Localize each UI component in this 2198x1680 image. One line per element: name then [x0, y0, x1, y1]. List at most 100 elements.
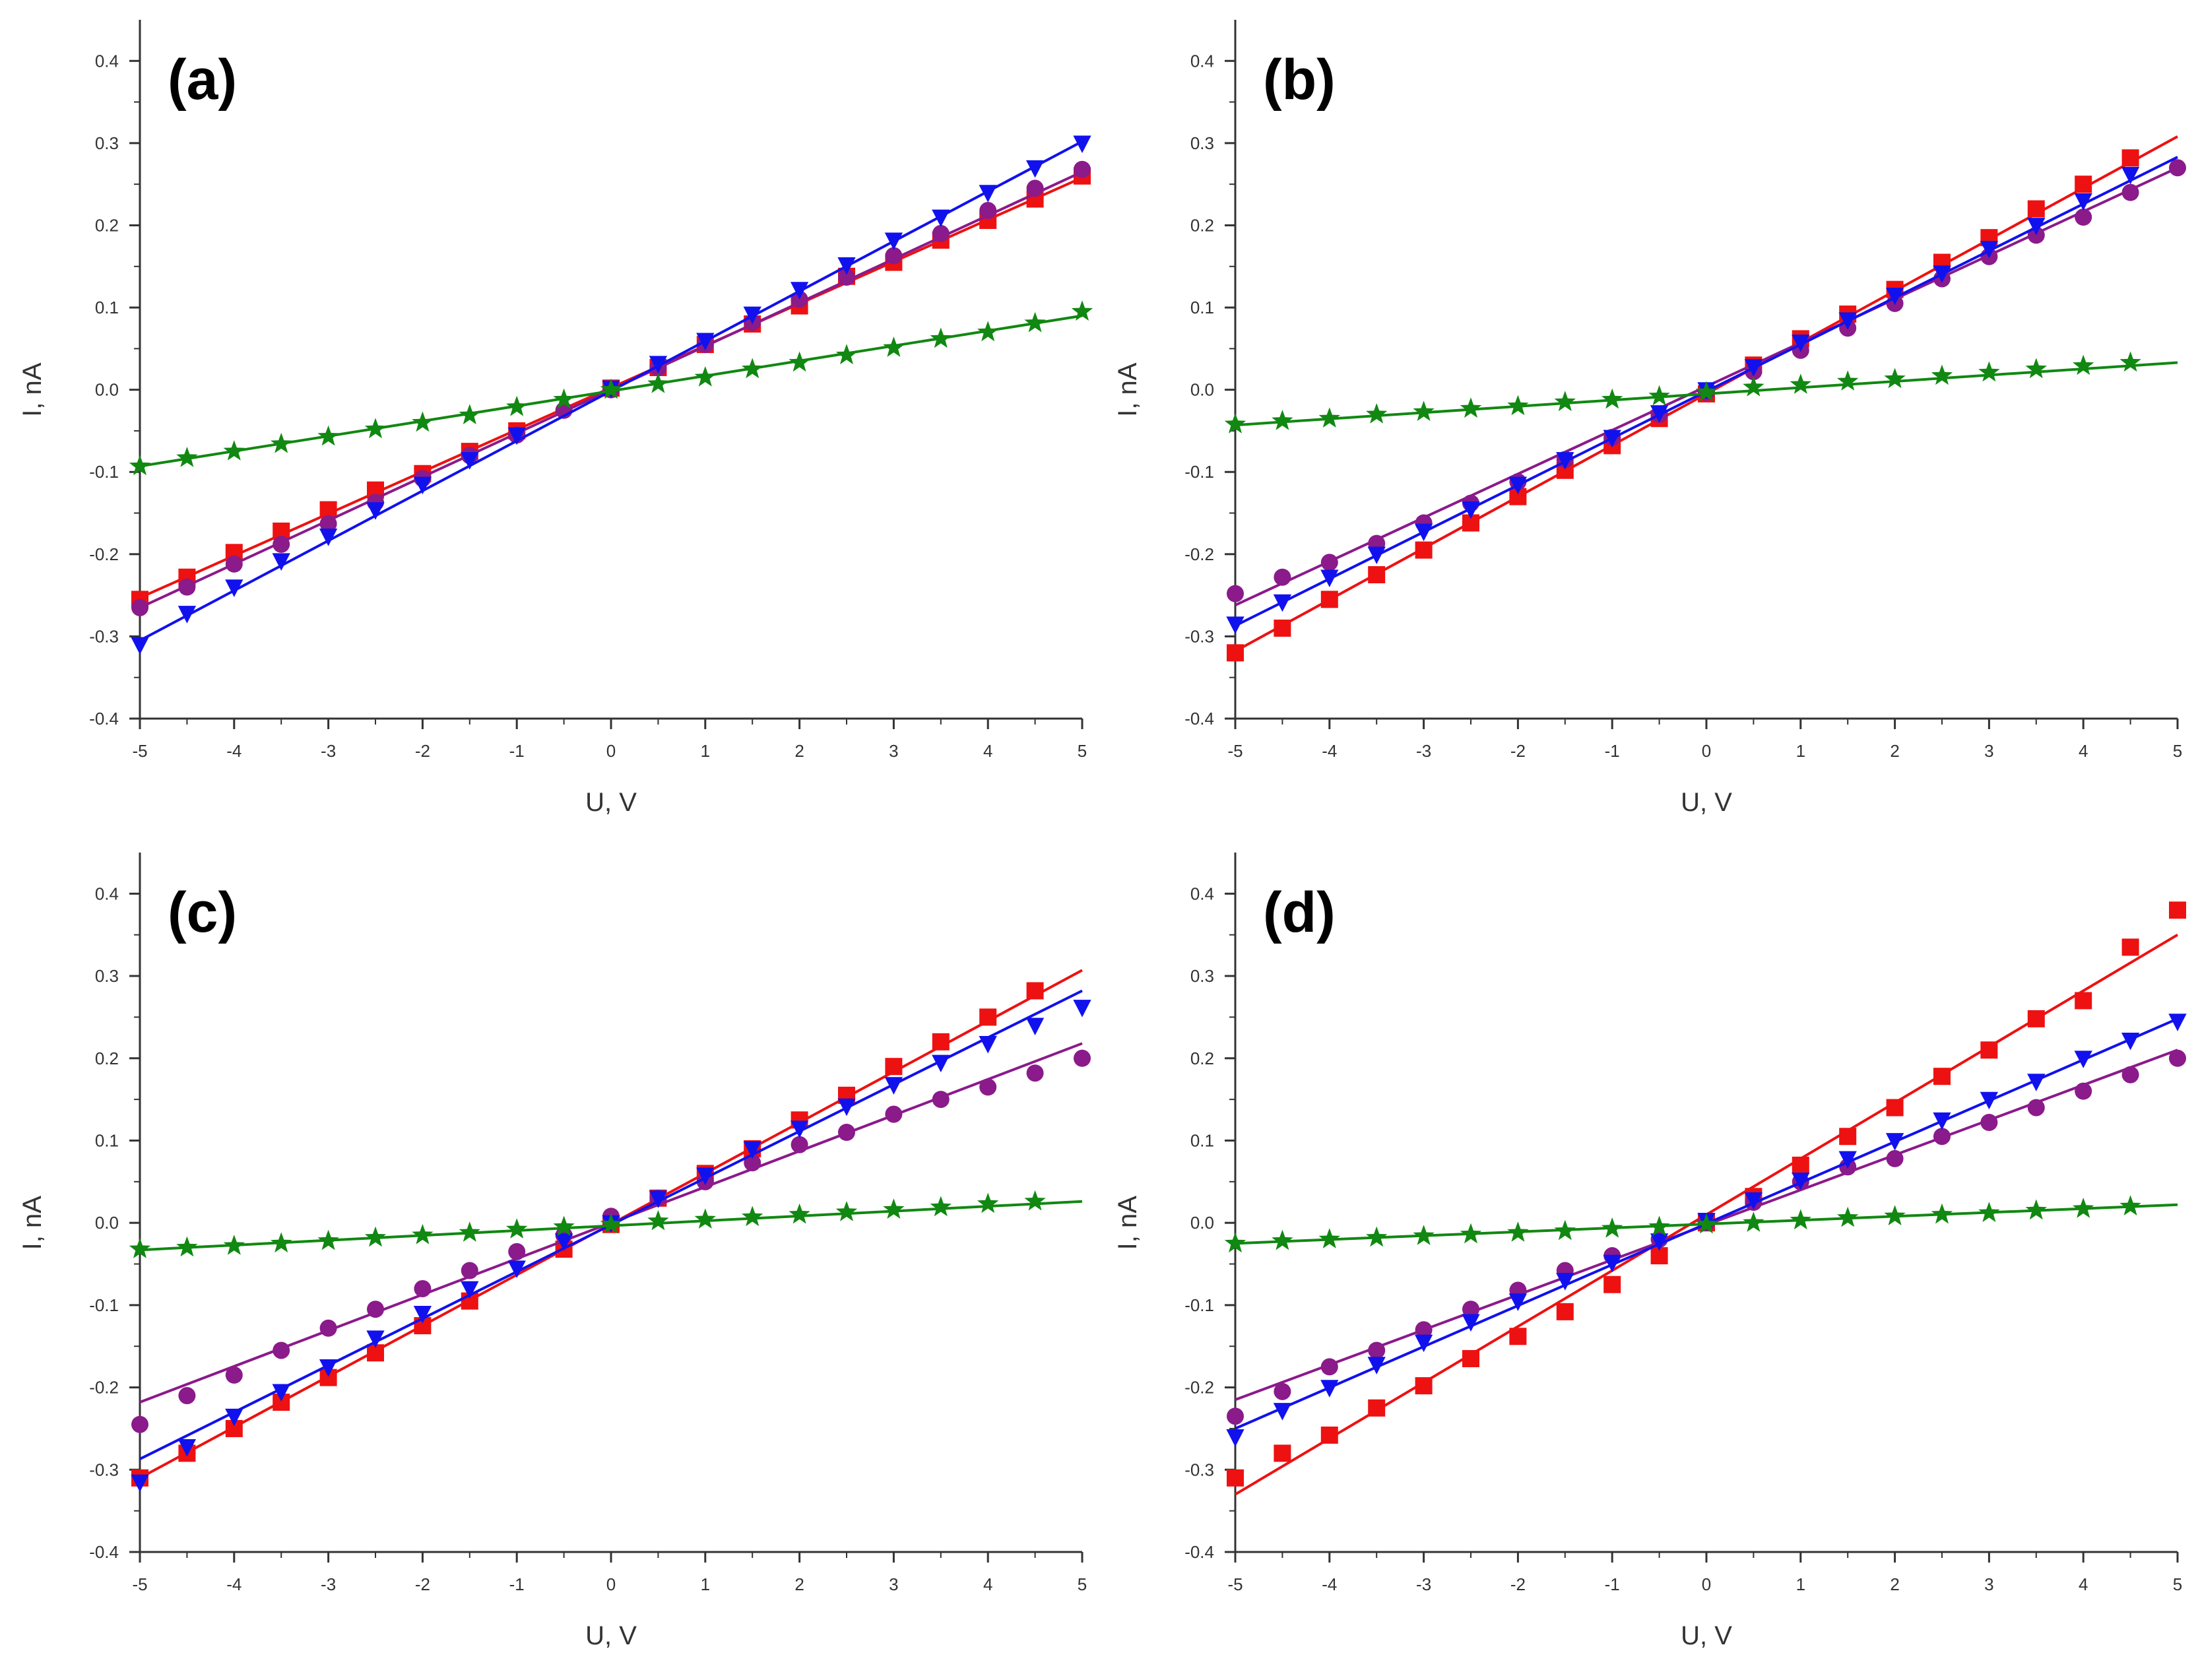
x-tick-label: 4	[983, 1574, 992, 1594]
x-tick-label: -4	[1322, 741, 1337, 761]
data-point	[319, 1359, 338, 1377]
data-point	[979, 1008, 997, 1026]
data-point	[1792, 1172, 1810, 1190]
data-point	[2121, 183, 2139, 201]
data-point	[1025, 160, 1045, 178]
data-point	[1650, 405, 1669, 423]
data-point	[1026, 179, 1044, 197]
y-axis-label: I, nA	[18, 362, 47, 417]
data-point	[1462, 1314, 1480, 1332]
data-point	[743, 1141, 761, 1159]
data-point	[977, 1192, 999, 1213]
data-point	[2074, 1050, 2092, 1068]
data-point	[1274, 1382, 1291, 1400]
x-tick-label: 2	[794, 1574, 804, 1594]
y-tick-label: 0.4	[95, 51, 119, 71]
data-point	[1025, 1018, 1045, 1036]
x-tick-label: -2	[415, 1574, 430, 1594]
data-point	[412, 1223, 434, 1244]
x-axis-label: U, V	[585, 788, 637, 817]
data-point	[2121, 166, 2140, 185]
x-tick-label: 3	[889, 741, 898, 761]
panel-1: -5 -4 -3 -2 -1 0 1 2 3 4 5 -0.4 -0.3 -0.2 -0.1 0.0 0.1 0.…	[18, 20, 1093, 817]
x-tick-label: 3	[889, 1574, 898, 1594]
data-point	[176, 1236, 198, 1257]
data-point	[1320, 554, 1338, 571]
data-point	[1980, 1114, 1998, 1132]
y-tick-label: 0.3	[1190, 133, 1214, 153]
data-point	[1073, 1000, 1091, 1018]
data-point	[1320, 1380, 1339, 1398]
panel-label: (a)	[168, 48, 237, 112]
data-point	[1790, 1209, 1811, 1230]
y-tick-label: 0.0	[95, 1213, 119, 1233]
data-point	[1274, 1444, 1291, 1462]
data-point	[2073, 1198, 2094, 1218]
data-point	[131, 1415, 148, 1433]
data-point	[1933, 1068, 1951, 1085]
data-point	[977, 321, 999, 342]
data-point	[2027, 1010, 2045, 1027]
data-point	[1744, 1192, 1763, 1210]
data-point	[319, 529, 338, 546]
data-point	[1886, 1099, 1904, 1116]
data-point	[979, 185, 997, 203]
y-tick-label: -0.2	[1184, 544, 1214, 564]
data-point	[506, 395, 528, 416]
data-point	[1648, 385, 1670, 406]
data-point	[1460, 1223, 1482, 1244]
data-point	[1320, 591, 1338, 608]
data-point	[319, 1319, 337, 1337]
data-point	[837, 257, 856, 275]
data-point	[2075, 1082, 2092, 1100]
data-point	[2121, 1032, 2140, 1050]
x-tick-label: 0	[606, 741, 616, 761]
data-point	[1556, 452, 1574, 470]
data-point	[2121, 1066, 2139, 1083]
data-point	[979, 1035, 997, 1054]
x-tick-label: 2	[794, 741, 804, 761]
y-tick-label: -0.4	[1184, 709, 1214, 728]
series-blue-triangles	[1226, 1014, 2187, 1447]
panel-2: -5 -4 -3 -2 -1 0 1 2 3 4 5 -0.4 -0.3 -0.2 -0.1 0.0 0.1 0.…	[1113, 20, 2186, 817]
x-tick-label: 1	[701, 741, 710, 761]
data-point	[1026, 982, 1044, 1000]
data-point	[1024, 1190, 1046, 1211]
x-tick-label: 2	[1890, 741, 1899, 761]
data-point	[2121, 938, 2139, 956]
data-point	[1978, 361, 2000, 382]
y-tick-label: -0.4	[89, 1542, 119, 1562]
data-point	[932, 224, 950, 242]
data-point	[1695, 381, 1718, 402]
data-point	[647, 1210, 669, 1231]
data-point	[1885, 1133, 1904, 1151]
data-point	[883, 1198, 905, 1219]
data-point	[1931, 364, 1953, 385]
data-point	[1318, 1228, 1340, 1248]
data-point	[131, 1474, 149, 1493]
data-point	[176, 447, 198, 467]
data-point	[2121, 149, 2139, 167]
x-tick-label: 4	[983, 741, 992, 761]
y-axis-label: I, nA	[1113, 1196, 1142, 1250]
y-tick-label: 0.4	[1190, 51, 1214, 71]
data-point	[1074, 1049, 1091, 1067]
x-tick-label: 3	[1984, 1574, 1993, 1594]
x-tick-label: -3	[321, 1574, 336, 1594]
data-point	[2025, 358, 2047, 379]
data-point	[1320, 1358, 1338, 1376]
data-point	[367, 1301, 384, 1318]
x-tick-label: 5	[2173, 741, 2182, 761]
data-point	[1508, 476, 1528, 495]
data-point	[1320, 569, 1339, 587]
y-tick-label: -0.3	[89, 626, 119, 646]
data-point	[507, 1260, 526, 1278]
y-tick-label: -0.1	[89, 1295, 119, 1315]
data-point	[1462, 501, 1480, 519]
data-point	[272, 553, 290, 571]
data-point	[1837, 370, 1859, 391]
data-point	[2027, 1099, 2045, 1116]
data-point	[930, 327, 952, 348]
data-point	[1554, 1219, 1576, 1241]
data-point	[413, 1305, 432, 1324]
